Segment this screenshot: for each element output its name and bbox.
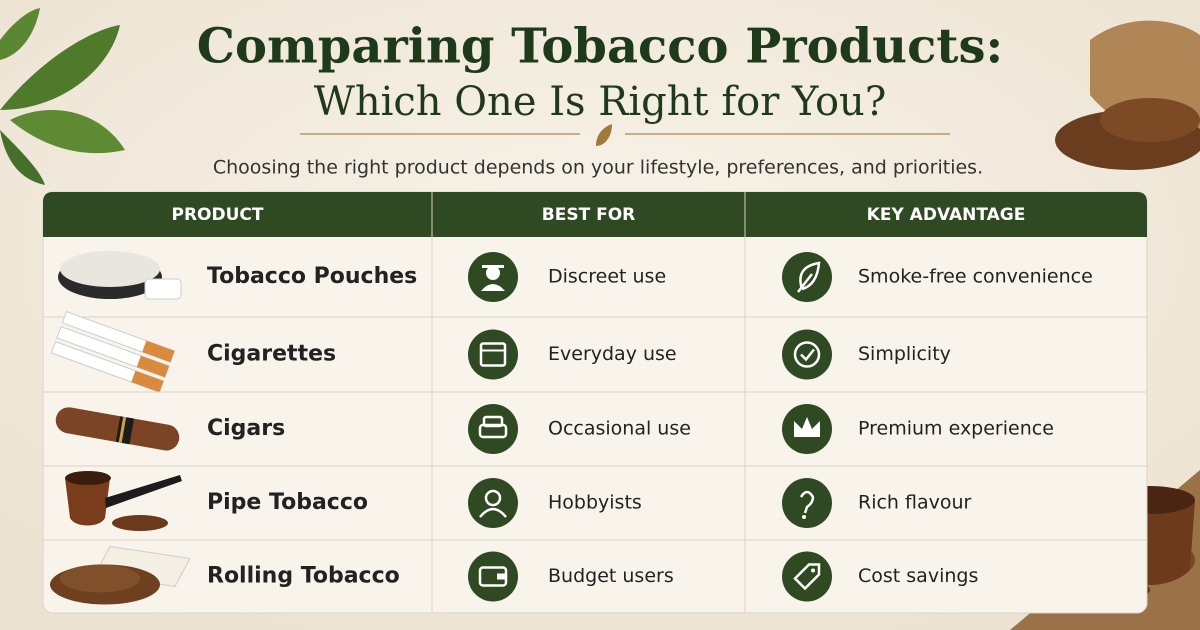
icon-shape [486,266,500,280]
icon-shape [799,490,815,514]
icon-shape [482,415,504,428]
icon-shape [782,478,832,528]
icon-shape [468,478,518,528]
icon-shape: Everyday use [548,343,677,365]
icon-shape: Simplicity [858,343,951,365]
icon-shape [800,348,815,362]
icon-shape [50,310,176,393]
icon-shape [58,251,182,300]
icon-shape: Rich flavour [858,492,972,514]
icon-shape: Tobacco Pouches [207,264,417,289]
icon-shape: Cigarettes [207,342,336,367]
icon-shape [802,515,806,519]
icon-shape [468,404,518,454]
icon-shape [797,261,821,293]
icon-shape [478,566,508,587]
icon-shape [481,265,505,291]
icon-shape: Premium experience [858,418,1054,440]
subtitle: Choosing the right product depends on yo… [213,157,983,179]
icon-shape [478,415,508,439]
icon-shape [50,310,176,393]
icon-shape [112,515,168,531]
icon-shape [479,342,507,367]
title-line1: Comparing Tobacco Products: [197,19,1003,75]
icon-shape [799,490,815,519]
icon-shape [479,342,507,367]
icon-shape [793,341,821,368]
icon-shape [481,284,505,291]
icon-shape [794,417,820,437]
icon-shape: Discreet use [548,266,666,288]
table [42,191,1148,614]
icon-shape [118,416,127,443]
leaf-ornament [596,124,612,146]
title-line2: Which One Is Right for You? [314,79,887,125]
table-header [43,192,1147,237]
icon-shape [793,563,821,591]
icon-shape [782,551,832,602]
icon-shape: Occasional use [548,418,691,440]
icon-shape [468,551,518,602]
icon-shape [797,261,821,293]
icon-shape: Hobbyists [548,492,642,514]
icon-shape: Cigars [207,416,285,441]
icon-shape [60,251,160,287]
icon-shape: PRODUCT [172,205,264,225]
icon-shape [497,573,506,580]
icon-shape [479,489,507,518]
icon-shape [144,278,182,300]
icon-shape [793,563,821,591]
icon-shape [782,329,832,380]
icon-shape [484,489,502,507]
leaves-decoration [0,8,125,185]
tobacco-decoration [1055,20,1200,170]
icon-shape [468,329,518,380]
icon-shape: Cost savings [858,565,978,587]
icon-shape [782,252,832,302]
icon-shape [65,471,111,485]
icon-shape [105,475,182,508]
icon-shape: Pipe Tobacco [207,490,368,515]
icon-shape [794,417,820,437]
icon-shape [479,507,507,518]
icon-shape [60,564,140,593]
icon-shape: KEY ADVANTAGE [867,205,1026,225]
icon-shape: Rolling Tobacco [207,564,400,589]
icon-shape [65,478,110,526]
icon-shape: Smoke-free convenience [858,266,1093,288]
icon-shape [482,265,504,268]
icon-shape [50,545,191,605]
icon-shape [55,407,180,451]
icon-shape [142,340,175,363]
icon-shape [55,407,180,451]
icon-shape [793,341,821,368]
icon-shape [55,407,180,451]
icon-shape: Budget users [548,565,674,587]
icon-shape [131,370,164,393]
icon-shape [136,355,170,378]
icon-shape [65,471,182,531]
icon-shape: BEST FOR [542,205,635,225]
icon-shape [811,568,815,573]
